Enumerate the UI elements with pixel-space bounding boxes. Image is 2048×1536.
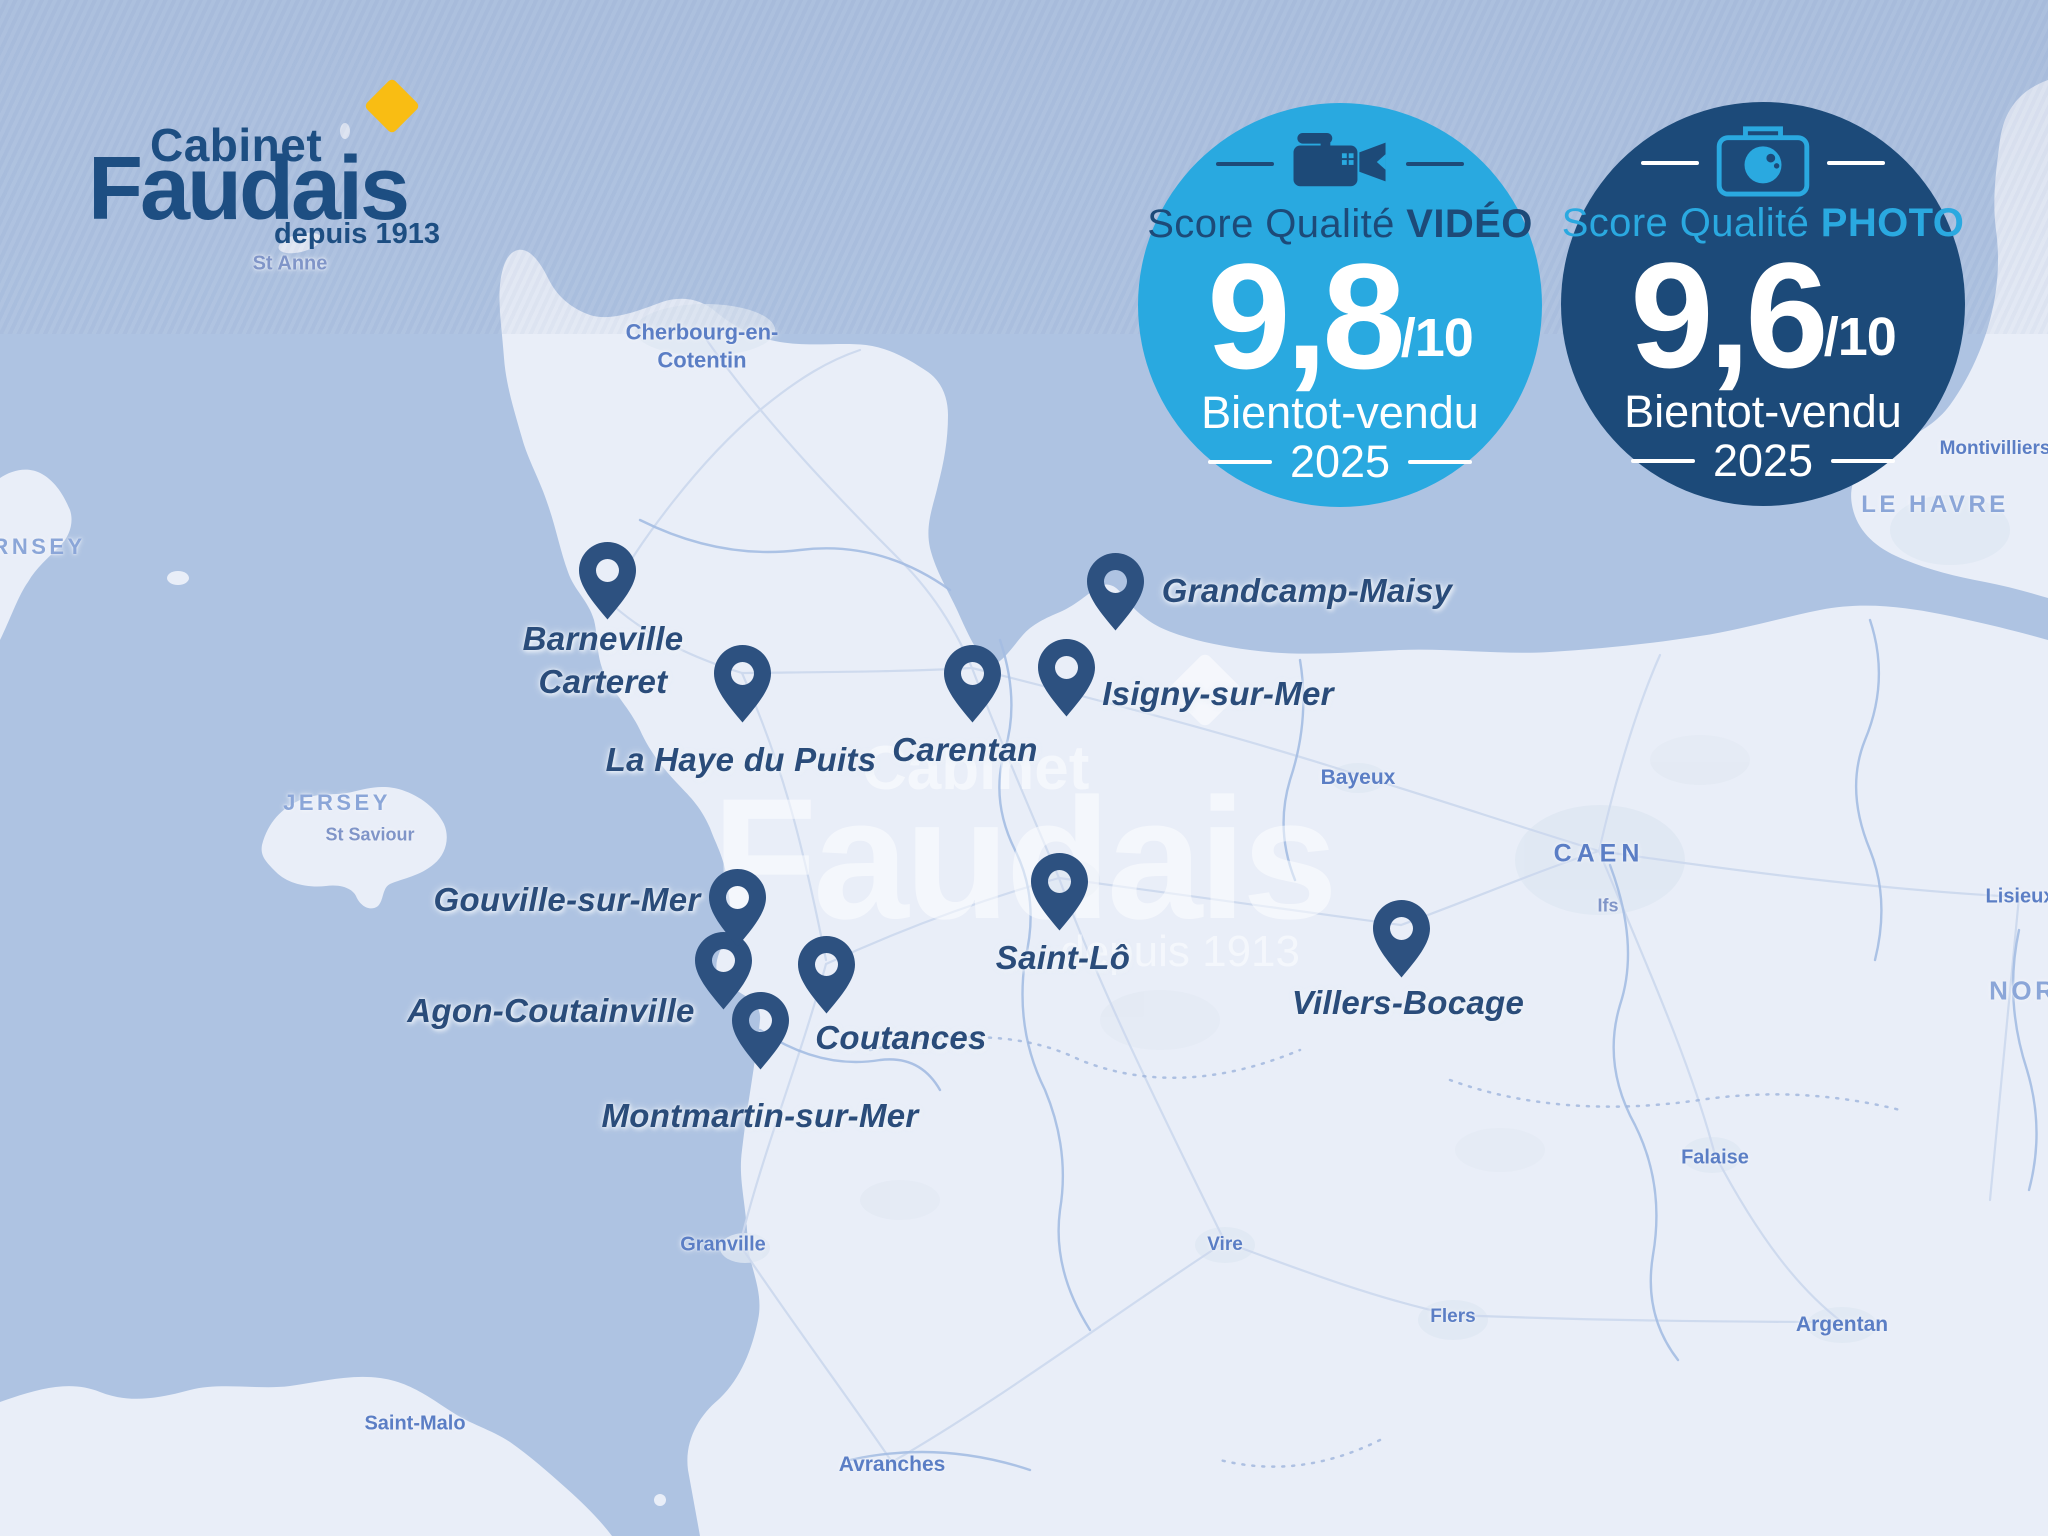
map-label-vire: Vire — [1207, 1234, 1243, 1255]
map-label-avranches: Avranches — [838, 1453, 946, 1476]
pin-coutances — [798, 936, 855, 1014]
video-score-denominator: /10 — [1400, 308, 1474, 368]
boundaries — [868, 1035, 1902, 1468]
video-badge-subtitle: Bientot-vendu — [1201, 387, 1479, 438]
pin-label-saint-lo: Saint-Lô — [995, 939, 1131, 976]
map-label-argentan: Argentan — [1795, 1313, 1889, 1336]
video-badge-year: 2025 — [1289, 436, 1391, 487]
map-label-st-saviour: St Saviour — [325, 824, 415, 845]
island-mont-saint-michel — [654, 1494, 666, 1506]
land-brittany — [0, 1376, 612, 1536]
urban-areas — [635, 304, 2010, 1343]
map-label-st-anne: St Anne — [252, 252, 328, 275]
pin-montmartin-sur-mer — [732, 992, 789, 1070]
map-label-falaise: Falaise — [1681, 1146, 1749, 1169]
pin-agon-coutainville — [695, 932, 752, 1010]
video-camera-icon — [1290, 131, 1390, 198]
photo-badge-year: 2025 — [1712, 435, 1814, 486]
map-label-montivilliers: Montivilliers — [1939, 438, 2048, 459]
pin-gouville-sur-mer — [709, 869, 766, 947]
pin-label-barneville-carteret: Barneville Carteret — [522, 620, 684, 700]
pin-label-agon-coutainville: Agon-Coutainville — [407, 992, 695, 1029]
map-label-bayeux: Bayeux — [1320, 766, 1396, 789]
photo-badge-year-row: 2025 — [1561, 435, 1965, 487]
island-guernsey — [0, 469, 72, 640]
decorative-line — [1406, 162, 1464, 166]
map-label-normandie: NORMANDIE — [1989, 975, 2048, 1006]
roads — [605, 328, 2021, 1464]
pin-saint-lo — [1031, 853, 1088, 931]
photo-badge-subtitle: Bientot-vendu — [1624, 386, 1902, 437]
photo-score-badge: Score Qualité PHOTO 9,6/10 Bientot-vendu… — [1561, 102, 1965, 506]
decorative-line — [1641, 161, 1699, 165]
map-label-le-havre: LE HAVRE — [1861, 491, 2009, 518]
decorative-line — [1216, 162, 1274, 166]
video-badge-title-bold: VIDÉO — [1406, 202, 1533, 246]
photo-camera-icon — [1715, 124, 1811, 203]
map-label-saint-malo: Saint-Malo — [364, 1412, 466, 1435]
photo-badge-title-bold: PHOTO — [1820, 201, 1965, 245]
map-label-caen: CAEN — [1553, 839, 1645, 868]
map-label-guernsey: GUERNSEY — [0, 534, 86, 559]
map-label-granville: Granville — [680, 1233, 766, 1256]
pin-label-la-haye-du-puits: La Haye du Puits — [605, 741, 877, 778]
pin-label-montmartin-sur-mer: Montmartin-sur-Mer — [601, 1097, 919, 1134]
video-badge-icon-row — [1138, 127, 1542, 201]
photo-score-value: 9,6 — [1630, 231, 1829, 399]
map-label-lisieux: Lisieux — [1985, 885, 2048, 908]
video-score-value: 9,8 — [1207, 232, 1406, 400]
decorative-line — [1831, 459, 1896, 463]
land-le-havre — [1851, 80, 2048, 598]
photo-badge-icon-row — [1561, 124, 1965, 203]
rivers — [638, 518, 2038, 1472]
pin-carentan — [944, 645, 1001, 723]
decorative-line — [1827, 161, 1885, 165]
pin-la-haye-du-puits — [714, 645, 771, 723]
brand-logo-tagline: depuis 1913 — [273, 218, 440, 250]
pin-isigny-sur-mer — [1038, 639, 1095, 717]
map-label-ifs: Ifs — [1597, 895, 1619, 916]
decorative-line — [1630, 459, 1695, 463]
pin-label-carentan: Carentan — [892, 731, 1038, 768]
photo-badge-score: 9,6/10 — [1561, 240, 1965, 390]
video-badge-title: Score Qualité VIDÉO — [1138, 202, 1542, 247]
brand-logo-name: Faudais — [88, 139, 410, 239]
decorative-line — [1408, 460, 1473, 464]
video-badge-title-prefix: Score Qualité — [1147, 202, 1407, 246]
map-label-flers: Flers — [1430, 1306, 1476, 1327]
island-sark — [167, 571, 189, 585]
brand-logo: Cabinet Faudais depuis 1913 — [88, 77, 468, 252]
pin-label-gouville-sur-mer: Gouville-sur-Mer — [433, 881, 701, 918]
island-jersey — [261, 786, 447, 909]
pin-villers-bocage — [1373, 900, 1430, 978]
decorative-line — [1207, 460, 1272, 464]
pin-label-coutances: Coutances — [815, 1019, 987, 1056]
photo-badge-title: Score Qualité PHOTO — [1561, 201, 1965, 246]
map-label-cherbourg: Cherbourg-en-Cotentin — [625, 319, 779, 373]
brand-diamond-icon — [363, 77, 421, 135]
pin-label-grandcamp-maisy: Grandcamp-Maisy — [1161, 572, 1453, 609]
video-badge-score: 9,8/10 — [1138, 241, 1542, 391]
video-score-badge: Score Qualité VIDÉO 9,8/10 Bientot-vendu… — [1138, 103, 1542, 507]
pin-label-isigny-sur-mer: Isigny-sur-Mer — [1102, 675, 1334, 712]
photo-score-denominator: /10 — [1823, 307, 1897, 367]
brand-logo-top: Cabinet — [150, 119, 323, 171]
island-islet — [340, 123, 350, 139]
photo-badge-title-prefix: Score Qualité — [1561, 201, 1821, 245]
video-badge-year-row: 2025 — [1138, 436, 1542, 488]
map-label-jersey: JERSEY — [283, 790, 391, 815]
island-alderney — [278, 232, 322, 254]
pin-grandcamp-maisy — [1087, 553, 1144, 631]
pin-barneville-carteret — [579, 542, 636, 620]
pin-label-villers-bocage: Villers-Bocage — [1291, 984, 1525, 1021]
